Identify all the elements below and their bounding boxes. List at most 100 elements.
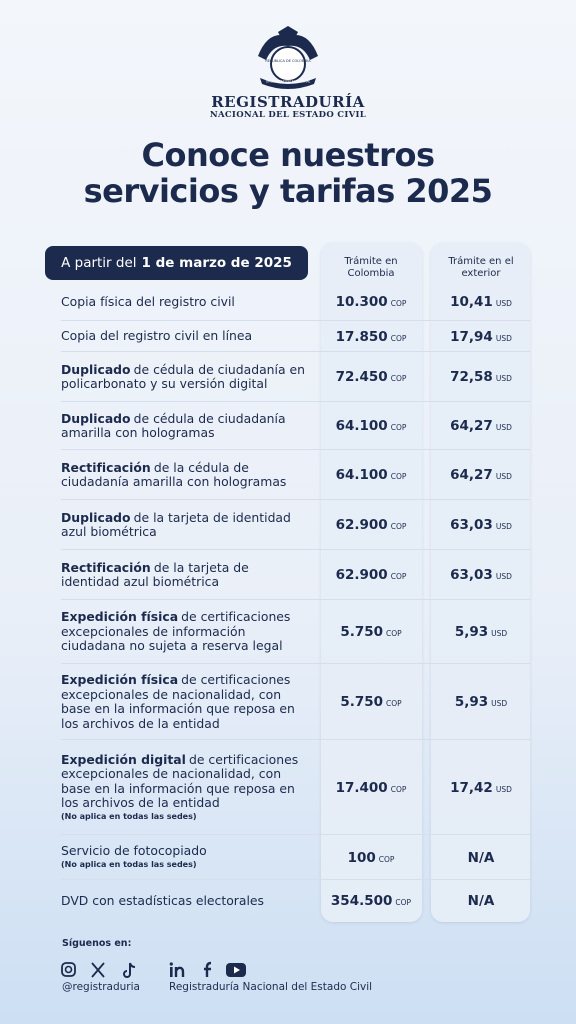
service-label-text: de cédula de ciudadanía en policarbonato… xyxy=(61,361,305,391)
price: 17.850 COP xyxy=(321,329,421,345)
service-description: Duplicado de cédula de ciudadanía amarill… xyxy=(45,402,306,450)
price-value: 100 xyxy=(347,849,376,866)
price-value: 64.100 xyxy=(335,467,388,483)
price-unit: COP xyxy=(390,423,407,432)
service-label: Rectificación de la tarjeta de identidad … xyxy=(61,559,306,590)
price-value: 64,27 xyxy=(450,467,493,483)
table-row: Rectificación de la cédula de ciudadanía … xyxy=(45,450,530,500)
row-separator xyxy=(61,449,530,450)
price-unit: COP xyxy=(390,522,407,531)
table-row: Duplicado de cédula de ciudadanía en poli… xyxy=(45,352,530,402)
service-description: Servicio de fotocopiado (No aplica en tod… xyxy=(45,835,306,880)
emblem-text: REPÚBLICA DE COLOMBIA xyxy=(265,58,311,63)
price-unit: COP xyxy=(386,699,402,708)
price-unit: USD xyxy=(491,699,508,708)
price: 17,94 USD xyxy=(431,329,531,345)
org-subname: NACIONAL DEL ESTADO CIVIL xyxy=(209,110,367,120)
price-unit: COP xyxy=(390,572,407,581)
price: 100 COP xyxy=(321,850,421,866)
price: 62.900 COP xyxy=(321,517,421,533)
title: servicios y tarifas 2025 xyxy=(83,172,493,210)
price: 10.300 COP xyxy=(321,294,421,310)
social-handle: @registraduria xyxy=(62,981,140,993)
price-unit: USD xyxy=(495,333,512,343)
row-separator xyxy=(61,834,530,835)
service-label-bold: Rectificación xyxy=(61,459,151,475)
service-description: Duplicado de la tarjeta de identidad azul… xyxy=(45,500,306,550)
service-label-text: de certificaciones excepcionales de info… xyxy=(61,609,291,654)
price: N/A xyxy=(431,850,531,866)
service-label: Expedición física de certificaciones exce… xyxy=(61,610,306,654)
price: 64.100 COP xyxy=(321,467,421,483)
price-value: 62.900 xyxy=(335,567,388,583)
price: 10,41 USD xyxy=(431,294,531,310)
emblem-text: ORGANIZACIÓN ELECTORAL xyxy=(266,79,311,84)
service-label-text: de certificaciones excepcionales de naci… xyxy=(61,672,295,731)
service-label-text: DVD con estadísticas electorales xyxy=(61,892,265,908)
service-label: Copia del registro civil en línea xyxy=(61,329,306,344)
price: 64,27 USD xyxy=(431,467,531,483)
price-value: 63,03 xyxy=(450,567,493,583)
price-unit: COP xyxy=(390,299,407,308)
price-value: 63,03 xyxy=(450,517,493,533)
service-description: Duplicado de cédula de ciudadanía en poli… xyxy=(45,352,306,402)
table-row: Expedición física de certificaciones exce… xyxy=(45,664,530,740)
price: 354.500 COP xyxy=(321,893,421,909)
service-description: Expedición física de certificaciones exce… xyxy=(45,600,306,664)
service-label: Servicio de fotocopiado xyxy=(61,844,306,859)
row-separator xyxy=(61,499,530,500)
service-label-bold: Rectificación xyxy=(61,559,151,575)
price-value: 5.750 xyxy=(340,624,384,640)
price: 72.450 COP xyxy=(321,369,421,385)
emblem: REPÚBLICA DE COLOMBIA ORGANIZACIÓN ELECT… xyxy=(258,26,318,89)
service-description: Expedición digital de certificaciones exc… xyxy=(45,740,306,835)
row-separator xyxy=(61,351,530,352)
service-description: Expedición física de certificaciones exce… xyxy=(45,664,306,740)
price-unit: USD xyxy=(495,522,512,531)
service-label-bold: Duplicado xyxy=(61,509,131,525)
price-value: 62.900 xyxy=(335,517,388,533)
price-value: N/A xyxy=(467,893,495,909)
org-name: REGISTRADURÍA xyxy=(211,93,365,111)
service-label-text: de la tarjeta de identidad azul biométri… xyxy=(61,559,249,589)
service-label-text: de la cédula de ciudadanía amarilla con … xyxy=(61,459,287,489)
price-unit: USD xyxy=(495,784,512,794)
service-description: Copia del registro civil en línea xyxy=(45,321,306,352)
price-value: 5.750 xyxy=(340,694,384,710)
service-note: (No aplica en todas las sedes) xyxy=(61,811,197,821)
service-label-bold: Duplicado xyxy=(61,410,131,426)
service-label-text: de certificaciones excepcionales de naci… xyxy=(61,751,299,810)
service-label: Duplicado de cédula de ciudadanía amarill… xyxy=(61,410,306,441)
service-label-text: Copia física del registro civil xyxy=(61,293,235,309)
service-label-text: Servicio de fotocopiado xyxy=(61,843,207,859)
date: 1 de marzo de 2025 xyxy=(141,255,292,271)
table-row: DVD con estadísticas electorales 354.500 C… xyxy=(45,880,530,922)
price-unit: COP xyxy=(390,333,407,343)
price-value: 64,27 xyxy=(450,418,493,434)
column-panel xyxy=(431,243,530,922)
price-value: 5,93 xyxy=(454,624,489,640)
service-label-text: Copia del registro civil en línea xyxy=(61,328,253,344)
price: 64,27 USD xyxy=(431,418,531,434)
price: 17,42 USD xyxy=(431,780,531,796)
row-separator xyxy=(61,549,530,550)
price-value: 17,42 xyxy=(450,779,493,796)
service-description: DVD con estadísticas electorales xyxy=(45,880,306,922)
service-description: Copia física del registro civil xyxy=(45,283,306,321)
price-value: 72,58 xyxy=(450,369,493,385)
table-row: Rectificación de la tarjeta de identidad … xyxy=(45,550,530,600)
price: 63,03 USD xyxy=(431,567,531,583)
service-label-bold: Expedición física xyxy=(61,609,179,625)
table-row: Duplicado de cédula de ciudadanía amarill… xyxy=(45,402,530,450)
price: 72,58 USD xyxy=(431,369,531,385)
row-separator xyxy=(61,320,530,321)
follow-label: Síguenos en: xyxy=(62,938,132,949)
price-unit: USD xyxy=(495,423,512,432)
row-separator xyxy=(61,599,530,600)
price-value: 17,94 xyxy=(450,328,493,345)
service-label: Duplicado de la tarjeta de identidad azul… xyxy=(61,509,306,540)
service-note: (No aplica en todas las sedes) xyxy=(61,859,197,869)
service-label-bold: Expedición digital xyxy=(61,751,186,767)
service-description: Rectificación de la tarjeta de identidad … xyxy=(45,550,306,600)
